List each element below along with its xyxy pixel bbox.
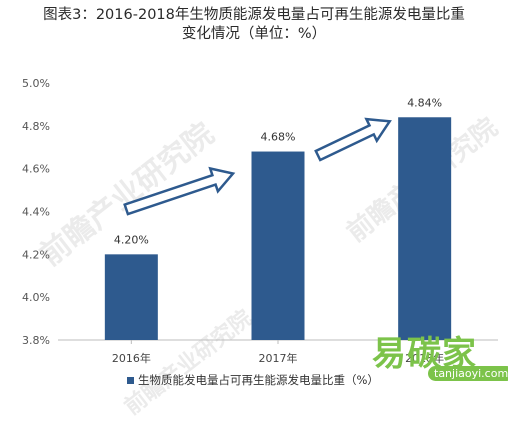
- chart-title-line2: 变化情况（单位：%）: [181, 26, 327, 42]
- y-tick-label: 5.0%: [22, 77, 50, 90]
- bar: [251, 151, 305, 340]
- bar: [398, 117, 452, 341]
- legend-label: 生物质能发电量占可再生能源发电量比重（%）: [138, 373, 379, 387]
- brand-logo: 易碳家 tanjiaoyi.com: [372, 326, 508, 381]
- chart-title-line1: 图表3：2016-2018年生物质能源发电量占可再生能源发电量比重: [43, 7, 465, 23]
- y-tick-label: 4.2%: [22, 248, 50, 261]
- data-label: 4.68%: [261, 131, 296, 144]
- chart-title: 图表3：2016-2018年生物质能源发电量占可再生能源发电量比重 变化情况（单…: [0, 6, 508, 44]
- x-tick-label: 2017年: [259, 351, 298, 365]
- x-tick-label: 2016年: [112, 351, 151, 365]
- trend-arrow: [123, 166, 236, 216]
- y-tick-label: 4.0%: [22, 291, 50, 304]
- data-label: 4.20%: [114, 233, 149, 246]
- y-tick-label: 3.8%: [22, 334, 50, 347]
- brand-site: tanjiaoyi.com: [428, 366, 508, 381]
- y-tick-label: 4.4%: [22, 206, 50, 219]
- data-label: 4.84%: [407, 96, 442, 109]
- bar-chart: 3.8% 4.0% 4.2% 4.4% 4.6% 4.8% 5.0% 4.20% 2016年 4.…: [22, 77, 498, 387]
- bar: [104, 254, 158, 340]
- x-tick-label: 2018年: [405, 351, 444, 365]
- legend-swatch: [127, 377, 134, 384]
- trend-arrow: [314, 117, 392, 162]
- y-tick-label: 4.6%: [22, 163, 50, 176]
- y-tick-label: 4.8%: [22, 120, 50, 133]
